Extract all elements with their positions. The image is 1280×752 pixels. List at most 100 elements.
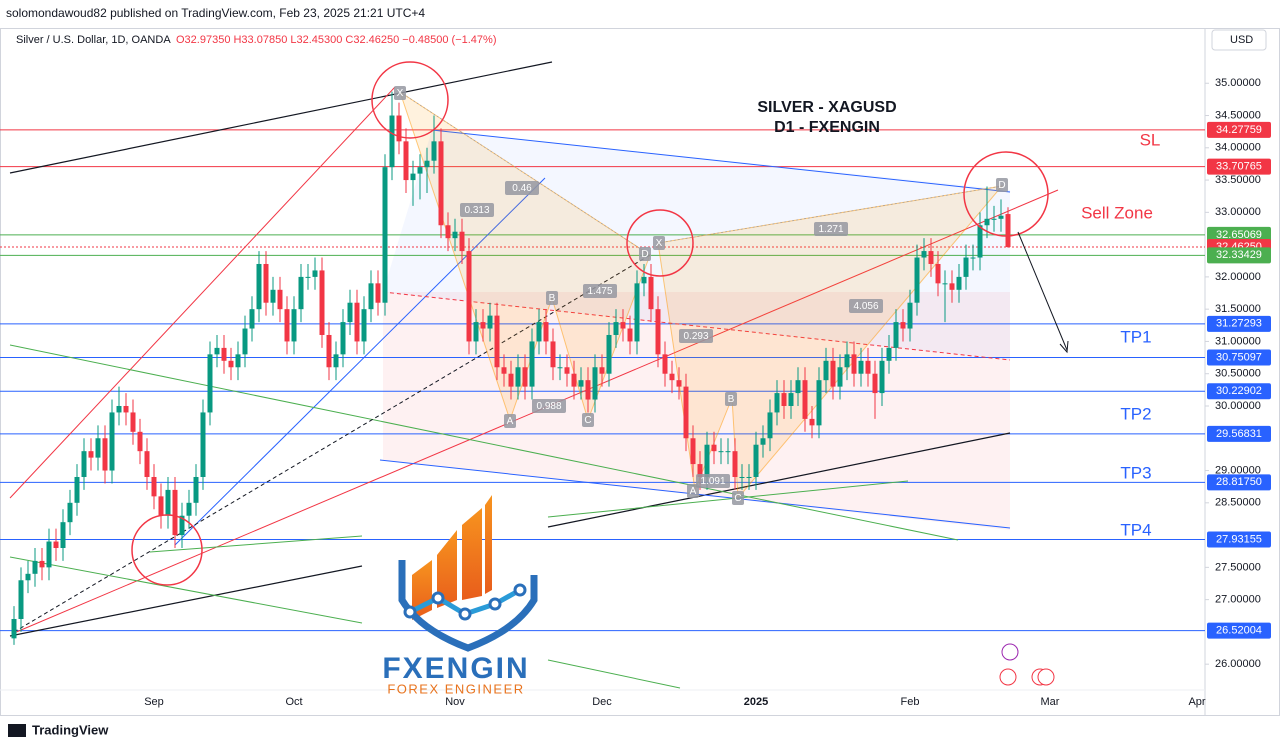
trend-line bbox=[9, 86, 396, 499]
candle-body bbox=[949, 283, 955, 290]
candle-body bbox=[249, 309, 255, 329]
price-label: 32.65069 bbox=[1216, 229, 1262, 241]
candle-body bbox=[683, 386, 689, 439]
price-label: 33.70765 bbox=[1216, 161, 1262, 173]
ohlc: O32.97350 H33.07850 L32.45300 C32.46250 … bbox=[176, 34, 497, 46]
ratio-label-box bbox=[583, 284, 617, 298]
candle-body bbox=[662, 354, 668, 374]
candle-body bbox=[165, 489, 171, 516]
icon[interactable] bbox=[1037, 668, 1055, 686]
ratio-label-box bbox=[814, 222, 848, 236]
arrow bbox=[1017, 231, 1068, 351]
candle-body bbox=[410, 173, 416, 181]
pattern-label-box bbox=[687, 484, 699, 498]
candle-body bbox=[382, 167, 388, 303]
candle-body bbox=[291, 309, 297, 342]
trend-line bbox=[9, 565, 363, 637]
candle-body bbox=[725, 451, 731, 453]
x-tick-label: Dec bbox=[592, 696, 612, 708]
candle-body bbox=[102, 438, 108, 471]
ratio-label: 0.293 bbox=[683, 331, 708, 342]
y-tick-label: 28.50000 bbox=[1215, 497, 1261, 509]
candle-body bbox=[473, 322, 479, 342]
candle-body bbox=[116, 405, 122, 413]
candle-body bbox=[179, 515, 185, 536]
y-tick-label: 29.00000 bbox=[1215, 464, 1261, 476]
candle-body bbox=[998, 215, 1004, 219]
y-tick-label: 27.00000 bbox=[1215, 594, 1261, 606]
candle-body bbox=[620, 322, 626, 329]
candle-body bbox=[333, 354, 339, 368]
publisher: solomondawoud82 published on TradingView… bbox=[6, 6, 425, 20]
candle-body bbox=[95, 438, 101, 458]
ratio-label-box bbox=[679, 329, 713, 343]
candle-body bbox=[739, 476, 745, 478]
currency[interactable]: USD bbox=[1230, 34, 1253, 46]
candle-body bbox=[137, 431, 143, 452]
candle-body bbox=[886, 347, 892, 361]
candle-body bbox=[578, 380, 584, 387]
candle-body bbox=[277, 289, 283, 310]
highlight-circle bbox=[626, 209, 694, 277]
candle-body bbox=[60, 522, 66, 548]
candle-body bbox=[634, 283, 640, 342]
candle-body bbox=[613, 322, 619, 335]
candle-body bbox=[375, 283, 381, 303]
candle-body bbox=[676, 380, 682, 387]
candle-body bbox=[53, 541, 59, 548]
candle-body bbox=[907, 302, 913, 329]
price-label-box bbox=[1207, 474, 1271, 491]
zone-shade bbox=[383, 292, 1010, 530]
pattern-label-box bbox=[394, 86, 406, 100]
ratio-label: 4.056 bbox=[853, 301, 878, 312]
candle-body bbox=[158, 496, 164, 516]
candle-body bbox=[781, 393, 787, 406]
price-label-box bbox=[1207, 622, 1271, 639]
trend-line bbox=[547, 659, 681, 689]
candle-body bbox=[865, 360, 871, 374]
pattern-label-box bbox=[504, 414, 516, 428]
annotation: SL bbox=[1140, 130, 1161, 149]
ratio-label-box bbox=[460, 203, 494, 217]
candle-body bbox=[172, 489, 178, 536]
candle-body bbox=[935, 263, 941, 284]
icon[interactable] bbox=[999, 668, 1017, 686]
candle-body bbox=[536, 322, 542, 342]
logo-node bbox=[513, 583, 527, 597]
axes: 26.00000 27.00000 27.50000 28.50000 29.00000… bbox=[144, 77, 1271, 708]
candle-body bbox=[74, 476, 80, 503]
price-label-box bbox=[1207, 226, 1271, 243]
candle-body bbox=[984, 218, 990, 226]
candle-body bbox=[431, 141, 437, 161]
candle-body bbox=[67, 502, 73, 523]
icon[interactable] bbox=[1001, 643, 1019, 661]
highlight-circle bbox=[963, 151, 1049, 237]
candle-body bbox=[879, 360, 885, 394]
logo: FXENGIN FOREX ENGINEER bbox=[382, 495, 538, 696]
candle-body bbox=[319, 270, 325, 335]
price-label: 34.27759 bbox=[1216, 124, 1262, 136]
candle-body bbox=[81, 451, 87, 477]
footer: TradingView bbox=[32, 722, 109, 737]
candle-body bbox=[837, 367, 843, 387]
pattern-label: B bbox=[728, 394, 735, 405]
candle-body bbox=[515, 367, 521, 387]
pattern-label: X bbox=[397, 88, 404, 99]
annotation: TP2 bbox=[1120, 404, 1151, 423]
logo-node bbox=[403, 605, 417, 619]
logo-tagline: FOREX ENGINEER bbox=[387, 681, 524, 696]
pattern-label: A bbox=[690, 486, 697, 497]
candle-body bbox=[18, 580, 24, 619]
candle-body bbox=[298, 276, 304, 310]
candle-body bbox=[368, 283, 374, 310]
pattern-label: B bbox=[549, 293, 556, 304]
candle-body bbox=[438, 141, 444, 226]
candle-body bbox=[795, 380, 801, 394]
candle-body bbox=[823, 360, 829, 381]
candle-body bbox=[914, 257, 920, 303]
candle-body bbox=[263, 263, 269, 303]
currency-box[interactable] bbox=[1211, 29, 1267, 51]
candle-body bbox=[466, 251, 472, 342]
price-label-box bbox=[1207, 158, 1271, 175]
